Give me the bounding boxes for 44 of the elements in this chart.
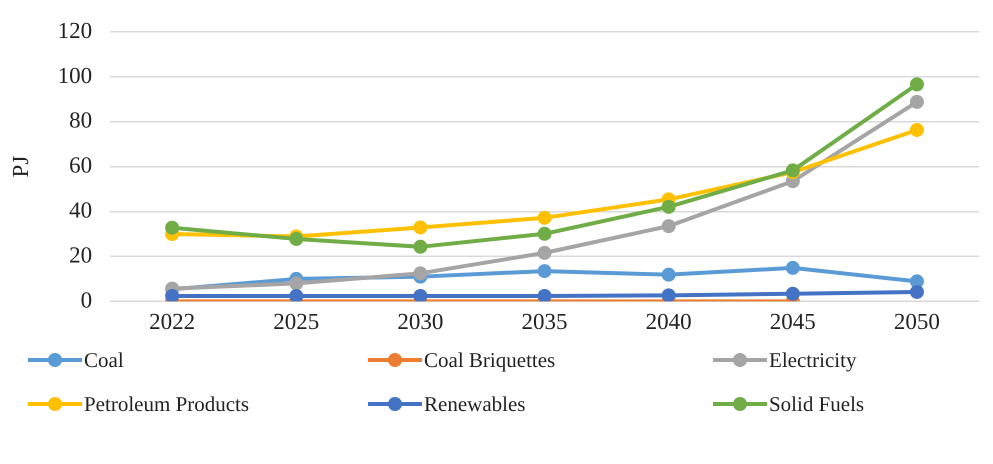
y-tick-label: 80	[69, 108, 92, 133]
point	[413, 220, 428, 234]
point	[662, 200, 676, 214]
y-tick-label: 60	[69, 152, 92, 178]
point	[538, 246, 552, 260]
point	[165, 289, 180, 302]
legend-label: Coal Briquettes	[424, 348, 556, 372]
point	[165, 220, 180, 235]
y-tick-label: 120	[58, 18, 92, 43]
y-axis-title: PJ	[8, 156, 33, 178]
point	[413, 289, 428, 302]
y-tick-label: 40	[69, 198, 92, 223]
x-tick-label: 2035	[522, 309, 568, 334]
y-tick-label: 100	[58, 62, 92, 88]
x-tick-label: 2040	[646, 309, 692, 334]
point	[910, 122, 924, 137]
x-tick-label: 2025	[273, 309, 320, 334]
legend-label: Petroleum Products	[84, 392, 250, 416]
y-tick-label: 0	[80, 287, 92, 312]
point	[538, 226, 552, 241]
point	[289, 276, 304, 290]
point	[289, 289, 304, 302]
point	[910, 94, 924, 109]
point	[538, 289, 552, 302]
point	[662, 219, 676, 234]
point	[538, 264, 552, 278]
point	[662, 268, 676, 282]
x-tick-label: 2050	[894, 309, 940, 334]
x-tick-label: 2045	[770, 309, 816, 334]
x-tick-label: 2022	[149, 309, 196, 334]
point	[413, 266, 428, 280]
point	[538, 210, 552, 225]
legend-label: Renewables	[424, 392, 526, 416]
point	[662, 288, 676, 302]
point	[289, 232, 304, 246]
point	[786, 260, 800, 275]
point	[910, 284, 924, 299]
legend-label: Solid Fuels	[769, 392, 864, 416]
legend-label: Electricity	[769, 348, 856, 372]
y-tick-label: 20	[69, 242, 92, 268]
point	[910, 77, 924, 92]
x-tick-label: 2030	[397, 309, 444, 334]
point	[413, 240, 428, 254]
legend-label: Coal	[84, 348, 124, 372]
